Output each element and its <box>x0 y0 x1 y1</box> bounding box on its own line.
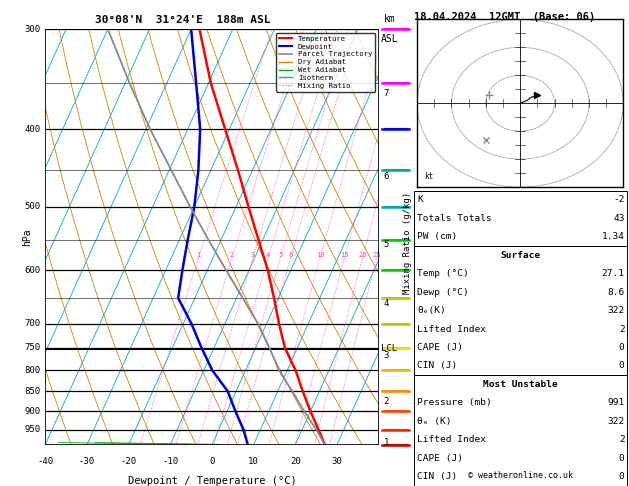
Text: 5: 5 <box>278 252 282 259</box>
Text: K: K <box>417 195 423 204</box>
Text: Mixing Ratio (g/kg): Mixing Ratio (g/kg) <box>403 192 412 294</box>
Text: ASL: ASL <box>381 34 399 44</box>
Text: CIN (J): CIN (J) <box>417 362 457 370</box>
Legend: Temperature, Dewpoint, Parcel Trajectory, Dry Adiabat, Wet Adiabat, Isotherm, Mi: Temperature, Dewpoint, Parcel Trajectory… <box>276 33 375 92</box>
Text: 400: 400 <box>24 125 40 134</box>
Text: 7: 7 <box>384 89 389 98</box>
Text: 6: 6 <box>384 172 389 181</box>
Text: 800: 800 <box>24 366 40 375</box>
Text: -20: -20 <box>121 457 136 466</box>
Text: 0: 0 <box>619 472 625 481</box>
Text: 0: 0 <box>209 457 214 466</box>
Text: 15: 15 <box>340 252 348 259</box>
Text: 300: 300 <box>24 25 40 34</box>
Text: -10: -10 <box>162 457 179 466</box>
Text: 30: 30 <box>331 457 342 466</box>
Text: 10: 10 <box>316 252 324 259</box>
Text: 1: 1 <box>196 252 201 259</box>
Text: 20: 20 <box>358 252 367 259</box>
Text: CAPE (J): CAPE (J) <box>417 454 463 463</box>
Text: -2: -2 <box>613 195 625 204</box>
Text: km: km <box>384 14 396 24</box>
Text: 2: 2 <box>619 325 625 333</box>
Text: 2: 2 <box>230 252 234 259</box>
Text: 43: 43 <box>613 214 625 223</box>
Text: LCL: LCL <box>381 344 397 353</box>
Text: 1: 1 <box>384 438 389 447</box>
Text: 2: 2 <box>384 397 389 406</box>
Text: 700: 700 <box>24 319 40 329</box>
Text: Pressure (mb): Pressure (mb) <box>417 399 492 407</box>
Text: 25: 25 <box>372 252 381 259</box>
Text: 3: 3 <box>384 351 389 360</box>
Text: 322: 322 <box>608 306 625 315</box>
Text: 20: 20 <box>290 457 301 466</box>
Text: 322: 322 <box>608 417 625 426</box>
Text: θₑ(K): θₑ(K) <box>417 306 446 315</box>
Text: 600: 600 <box>24 266 40 275</box>
Text: 500: 500 <box>24 202 40 211</box>
Text: -30: -30 <box>79 457 95 466</box>
Text: 30°08'N  31°24'E  188m ASL: 30°08'N 31°24'E 188m ASL <box>96 15 271 25</box>
Text: 900: 900 <box>24 407 40 416</box>
Text: -40: -40 <box>37 457 53 466</box>
Text: 27.1: 27.1 <box>601 269 625 278</box>
Text: 3: 3 <box>251 252 255 259</box>
Text: 4: 4 <box>384 299 389 309</box>
Text: 0: 0 <box>619 343 625 352</box>
Text: Lifted Index: Lifted Index <box>417 435 486 444</box>
Text: © weatheronline.co.uk: © weatheronline.co.uk <box>468 471 573 480</box>
Text: 950: 950 <box>24 426 40 434</box>
Text: 18.04.2024  12GMT  (Base: 06): 18.04.2024 12GMT (Base: 06) <box>414 12 595 22</box>
Text: 750: 750 <box>24 343 40 352</box>
Text: 991: 991 <box>608 399 625 407</box>
Text: 1.34: 1.34 <box>601 232 625 241</box>
Text: 4: 4 <box>266 252 270 259</box>
Text: Dewpoint / Temperature (°C): Dewpoint / Temperature (°C) <box>128 476 296 486</box>
Text: 6: 6 <box>288 252 292 259</box>
Text: PW (cm): PW (cm) <box>417 232 457 241</box>
Text: Surface: Surface <box>501 251 540 260</box>
Text: Totals Totals: Totals Totals <box>417 214 492 223</box>
Text: θₑ (K): θₑ (K) <box>417 417 452 426</box>
Text: CIN (J): CIN (J) <box>417 472 457 481</box>
Text: 850: 850 <box>24 387 40 396</box>
Text: hPa: hPa <box>22 228 32 246</box>
Text: Dewp (°C): Dewp (°C) <box>417 288 469 296</box>
Text: kt: kt <box>424 172 433 181</box>
Text: Most Unstable: Most Unstable <box>483 380 558 389</box>
Text: 8.6: 8.6 <box>608 288 625 296</box>
Text: Lifted Index: Lifted Index <box>417 325 486 333</box>
Text: CAPE (J): CAPE (J) <box>417 343 463 352</box>
Text: 10: 10 <box>248 457 259 466</box>
Text: 0: 0 <box>619 454 625 463</box>
Text: 2: 2 <box>619 435 625 444</box>
Text: 5: 5 <box>384 241 389 249</box>
Text: Temp (°C): Temp (°C) <box>417 269 469 278</box>
Text: 0: 0 <box>619 362 625 370</box>
